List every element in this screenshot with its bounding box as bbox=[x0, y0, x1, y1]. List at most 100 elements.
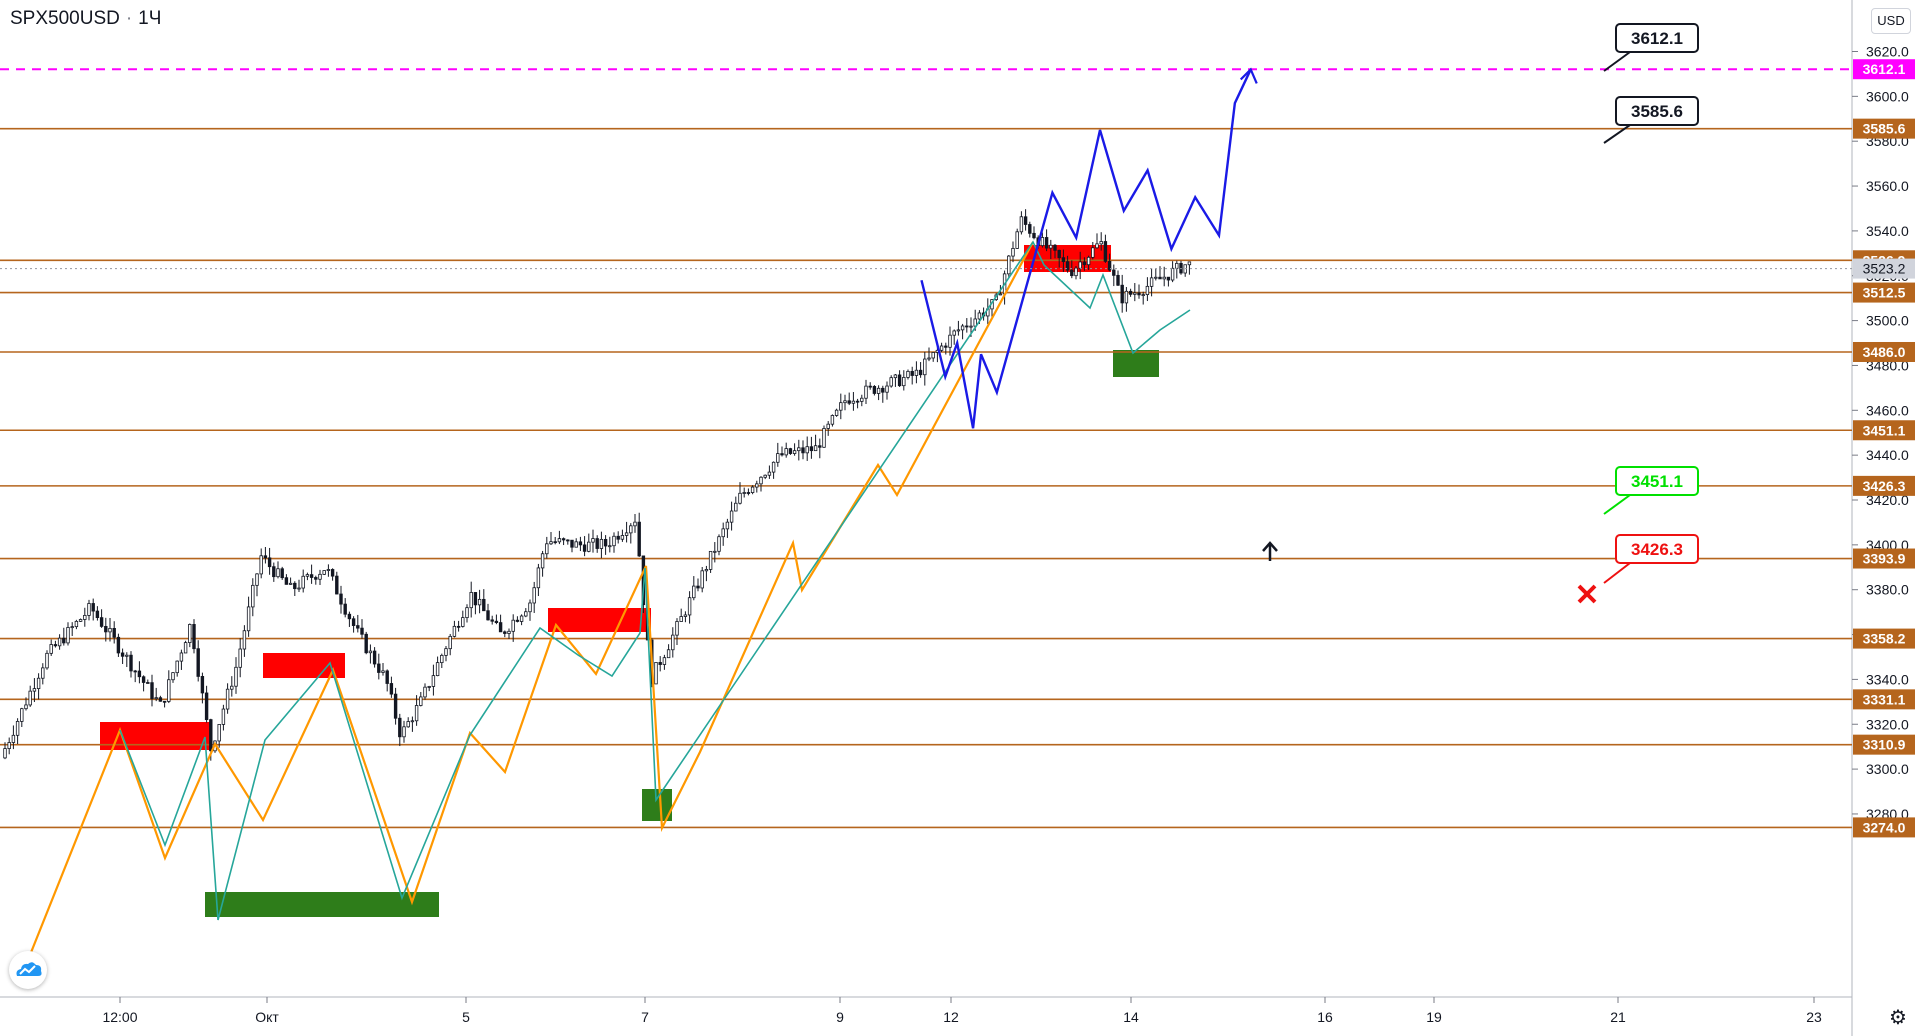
candle-body bbox=[780, 453, 784, 456]
candle-body bbox=[746, 492, 751, 494]
candle-body bbox=[204, 692, 209, 721]
tradingview-logo-icon[interactable] bbox=[9, 951, 47, 989]
callout-box bbox=[1615, 23, 1699, 53]
candle-body bbox=[1049, 244, 1053, 249]
symbol-header[interactable]: SPX500USD · 1Ч bbox=[10, 8, 161, 30]
candle-body bbox=[175, 660, 179, 674]
settings-gear-icon[interactable]: ⚙ bbox=[1889, 1007, 1907, 1029]
candle-body bbox=[402, 726, 406, 738]
candle-body bbox=[1170, 267, 1175, 281]
candle-body bbox=[713, 550, 717, 553]
candle-body bbox=[330, 569, 335, 577]
axis-price-badge bbox=[1853, 734, 1915, 755]
candle-body bbox=[11, 734, 16, 743]
candle-body bbox=[574, 541, 578, 548]
x-tick-label: 7 bbox=[641, 1009, 649, 1025]
axis-price-label: 3331.1 bbox=[1863, 691, 1906, 707]
candle-body bbox=[7, 742, 11, 749]
correction-zigzag bbox=[119, 240, 1191, 921]
candle-body bbox=[490, 619, 494, 622]
candle-body bbox=[620, 535, 625, 540]
candle-body bbox=[923, 358, 927, 376]
candle-body bbox=[74, 620, 79, 628]
candle-body bbox=[624, 532, 629, 536]
forecast-arrowhead bbox=[1239, 67, 1258, 84]
candle-body bbox=[616, 535, 620, 540]
axis-price-label: 3451.1 bbox=[1863, 422, 1906, 438]
candle-body bbox=[406, 721, 410, 728]
candle-body bbox=[20, 708, 24, 722]
candle-body bbox=[1107, 260, 1112, 271]
candle-body bbox=[24, 704, 28, 710]
current-price-badge bbox=[1853, 258, 1915, 279]
candle-body bbox=[288, 582, 293, 585]
callout-leader bbox=[1603, 124, 1631, 144]
candle-body bbox=[532, 587, 536, 604]
candle-body bbox=[855, 400, 860, 403]
supply-zone bbox=[548, 608, 651, 632]
candle-body bbox=[494, 620, 499, 623]
candle-body bbox=[217, 724, 221, 742]
candle-body bbox=[1175, 262, 1179, 269]
candle-body bbox=[1091, 247, 1095, 258]
candle-body bbox=[448, 635, 452, 650]
candle-body bbox=[87, 603, 91, 616]
axis-price-label: 3310.9 bbox=[1863, 737, 1906, 753]
symbol-name[interactable]: SPX500USD bbox=[10, 8, 120, 29]
candle-body bbox=[1053, 244, 1057, 251]
candle-body bbox=[788, 448, 793, 454]
candle-body bbox=[910, 370, 914, 376]
axis-price-label: 3585.6 bbox=[1863, 121, 1906, 137]
candle-body bbox=[66, 627, 70, 644]
candle-body bbox=[944, 345, 948, 348]
candle-body bbox=[671, 634, 675, 651]
candle-body bbox=[62, 637, 66, 644]
callout-label: 3426.3 bbox=[1631, 540, 1683, 559]
axis-price-badge bbox=[1853, 282, 1915, 303]
callout-label: 3451.1 bbox=[1631, 472, 1683, 491]
candle-body bbox=[104, 626, 108, 633]
candle-body bbox=[372, 650, 377, 665]
candle-body bbox=[679, 616, 683, 622]
candle-body bbox=[1065, 261, 1070, 271]
candle-body bbox=[280, 568, 284, 579]
candle-body bbox=[1061, 257, 1066, 263]
candle-body bbox=[1015, 231, 1019, 249]
candle-body bbox=[553, 541, 557, 544]
candle-body bbox=[137, 670, 142, 678]
candle-body bbox=[108, 628, 112, 633]
candle-body bbox=[897, 374, 902, 387]
candle-body bbox=[503, 631, 507, 634]
candle-body bbox=[696, 585, 700, 589]
candle-body bbox=[456, 625, 461, 628]
interval-label[interactable]: 1Ч bbox=[138, 8, 162, 29]
candle-body bbox=[393, 693, 398, 719]
y-tick-label: 3380.0 bbox=[1866, 582, 1909, 598]
cloud-icon bbox=[16, 962, 42, 976]
axis-price-label: 3486.0 bbox=[1863, 344, 1906, 360]
candle-body bbox=[498, 622, 503, 633]
candle-body bbox=[927, 357, 931, 360]
candle-body bbox=[465, 607, 469, 619]
x-tick-label: Окт bbox=[255, 1009, 279, 1025]
candle-body bbox=[272, 566, 276, 578]
candle-body bbox=[687, 597, 692, 616]
candle-body bbox=[1158, 276, 1162, 280]
candle-body bbox=[1082, 261, 1087, 266]
candle-body bbox=[314, 577, 318, 580]
candle-body bbox=[939, 345, 944, 351]
candle-body bbox=[902, 376, 906, 387]
currency-button[interactable]: USD bbox=[1871, 8, 1911, 34]
candle-body bbox=[435, 662, 440, 677]
candle-body bbox=[931, 352, 935, 359]
candle-body bbox=[566, 539, 570, 542]
y-tick-label: 3600.0 bbox=[1866, 88, 1909, 104]
candle-body bbox=[225, 688, 230, 710]
candle-body bbox=[561, 538, 566, 541]
callout-label: 3585.6 bbox=[1631, 102, 1683, 121]
axis-price-label: 3274.0 bbox=[1863, 819, 1906, 835]
candle-body bbox=[826, 423, 830, 429]
candle-body bbox=[83, 614, 87, 620]
